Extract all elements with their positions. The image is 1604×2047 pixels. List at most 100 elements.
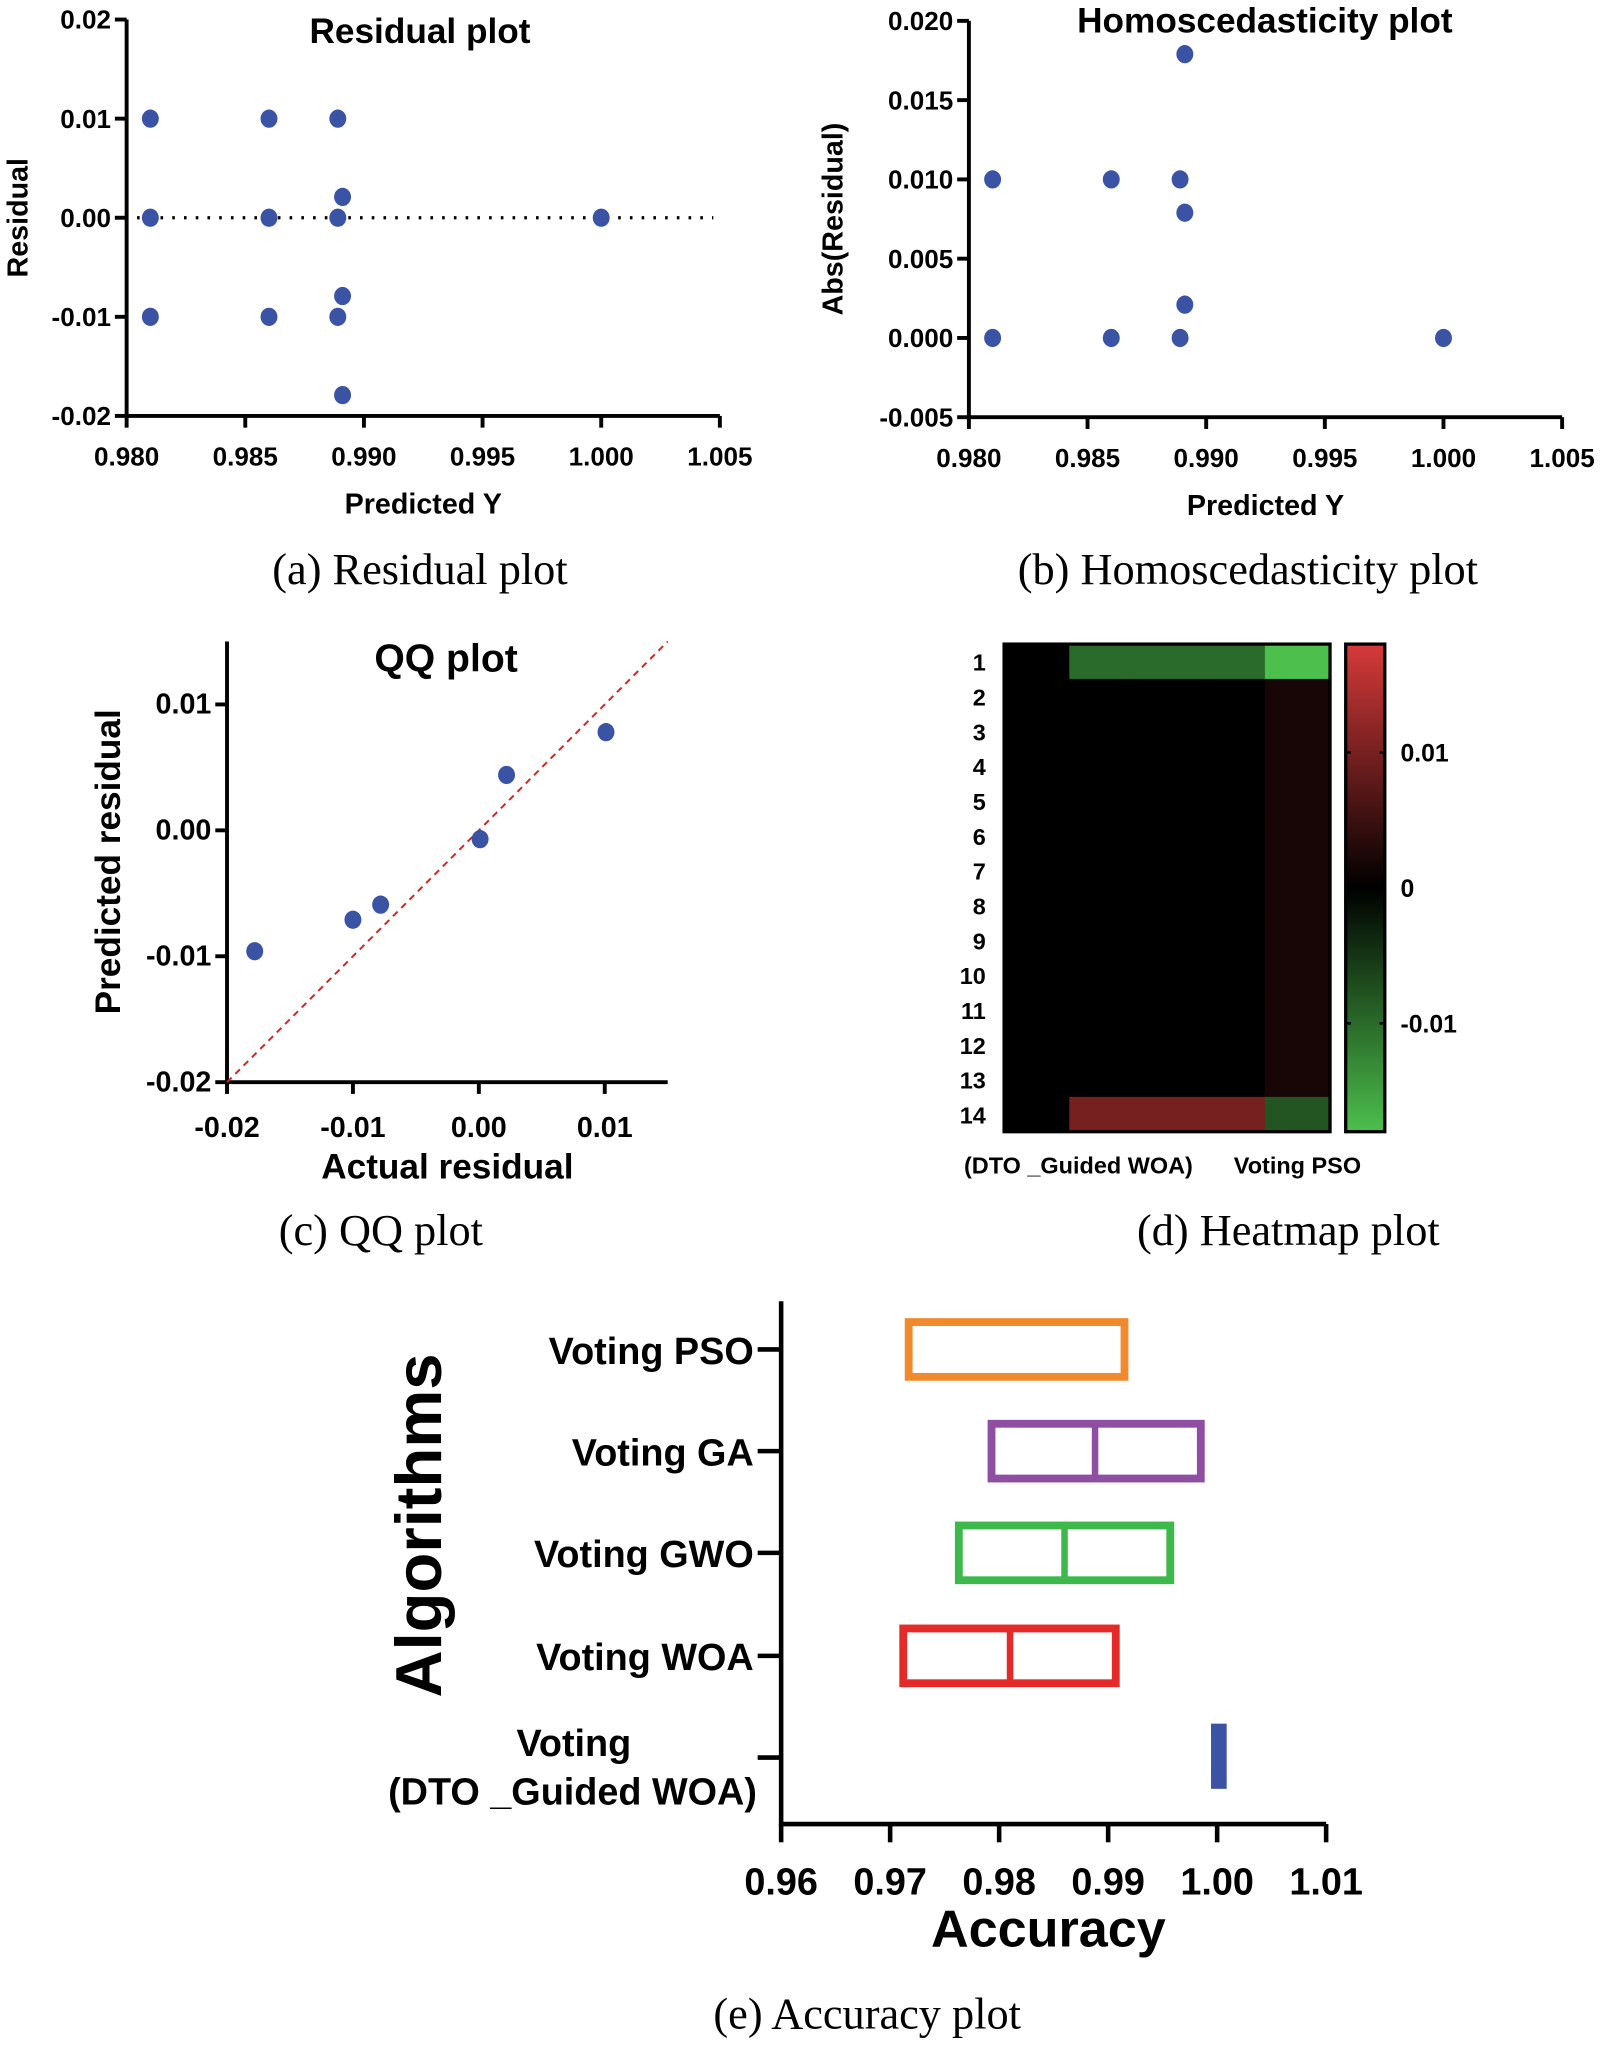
heatmap-cell xyxy=(1134,992,1201,1028)
heatmap-cell xyxy=(1199,678,1266,715)
y-tick-label: 0.015 xyxy=(888,85,953,115)
heatmap-cell xyxy=(1004,992,1070,1028)
data-point xyxy=(1171,170,1189,189)
heatmap-cell xyxy=(1004,818,1070,854)
data-point xyxy=(1176,203,1194,222)
heatmap-cell xyxy=(1004,644,1070,680)
data-point xyxy=(334,187,352,207)
heatmap-cell xyxy=(1134,678,1201,715)
x-tick-label: 0.985 xyxy=(1055,443,1120,473)
category-label: Voting (DTO _Guided WOA) xyxy=(388,1723,757,1813)
x-tick-label: 0.985 xyxy=(213,441,278,471)
heatmap-cell xyxy=(1199,992,1266,1028)
heatmap-cell xyxy=(1069,1096,1136,1133)
y-tick-label: 0.005 xyxy=(888,244,953,274)
heatmap-cell xyxy=(1069,992,1136,1028)
figure-caption: (e) Accuracy plot xyxy=(713,1990,1021,2039)
figure-caption: (d) Heatmap plot xyxy=(1137,1206,1440,1255)
x-tick-label: 0.00 xyxy=(451,1112,507,1144)
heatmap-border xyxy=(1002,642,1332,1134)
heatmap-cell xyxy=(1134,887,1201,924)
figure-caption: (b) Homoscedasticity plot xyxy=(1018,545,1479,594)
category-label: Voting PSO xyxy=(549,1331,754,1373)
heatmap-cell xyxy=(1069,957,1136,994)
x-tick-label: 1.00 xyxy=(1180,1861,1254,1903)
heatmap-cell xyxy=(1264,748,1331,785)
x-tick-label: 0.995 xyxy=(1292,443,1357,473)
x-tick-label: 0.990 xyxy=(1174,443,1239,473)
row-label: 2 xyxy=(973,684,986,710)
data-point xyxy=(471,830,489,849)
x-axis-label: Actual residual xyxy=(321,1148,573,1187)
heatmap-cell xyxy=(1264,1027,1331,1063)
data-point xyxy=(260,109,278,128)
column-label: Voting PSO xyxy=(1234,1152,1361,1178)
row-label: 7 xyxy=(973,859,986,885)
x-tick-label: 1.005 xyxy=(1530,443,1595,473)
data-point xyxy=(1176,295,1194,314)
category-label: Voting GWO xyxy=(534,1534,754,1576)
y-tick-label: -0.02 xyxy=(52,401,111,431)
x-axis-label: Predicted Y xyxy=(1187,490,1344,522)
heatmap-cell xyxy=(1004,957,1070,994)
y-tick-label: 0.00 xyxy=(156,814,212,846)
heatmap-cell xyxy=(1004,713,1070,750)
row-label: 8 xyxy=(973,893,986,919)
heatmap-cell xyxy=(1069,922,1136,959)
data-point xyxy=(334,286,352,306)
x-tick-label: 0.98 xyxy=(962,1861,1036,1903)
row-label: 9 xyxy=(973,928,986,954)
heatmap-cell xyxy=(1069,818,1136,854)
heatmap-cell xyxy=(1069,713,1136,750)
y-tick-label: 0.010 xyxy=(888,165,953,195)
data-point xyxy=(260,208,278,227)
x-tick-label: 0.980 xyxy=(936,443,1001,473)
data-point xyxy=(592,208,610,227)
heatmap-cell xyxy=(1004,678,1070,715)
heatmap-cell xyxy=(1004,853,1070,889)
data-point xyxy=(1102,328,1120,348)
heatmap-cell xyxy=(1199,644,1266,680)
data-point xyxy=(1102,170,1120,189)
box xyxy=(1211,1723,1227,1789)
x-tick-label: 1.000 xyxy=(569,441,634,471)
heatmap-cell xyxy=(1199,957,1266,994)
heatmap-cell xyxy=(1004,783,1070,819)
data-point xyxy=(1435,328,1452,348)
heatmap-cell xyxy=(1004,922,1070,959)
heatmap-cell xyxy=(1199,818,1266,854)
row-label: 5 xyxy=(973,789,986,815)
category-label: Voting GA xyxy=(572,1432,754,1474)
heatmap-cell xyxy=(1069,748,1136,785)
data-point xyxy=(597,723,615,742)
x-tick-label: 1.005 xyxy=(687,441,752,471)
data-point xyxy=(141,109,159,128)
data-point xyxy=(984,170,1002,189)
x-tick-label: 0.99 xyxy=(1071,1861,1145,1903)
row-label: 13 xyxy=(960,1068,986,1094)
heatmap-cell xyxy=(1199,713,1266,750)
heatmap-cell xyxy=(1134,957,1201,994)
y-tick-label: 0.01 xyxy=(156,689,212,721)
row-label: 11 xyxy=(961,998,986,1024)
y-tick-label: -0.01 xyxy=(52,302,111,332)
heatmap-cell xyxy=(1134,922,1201,959)
x-tick-label: 1.01 xyxy=(1289,1861,1363,1903)
heatmap-cell xyxy=(1264,644,1331,680)
heatmap-cell xyxy=(1264,818,1331,854)
category-label: Voting WOA xyxy=(536,1637,754,1679)
heatmap-cell xyxy=(1199,922,1266,959)
heatmap-cell xyxy=(1134,1027,1201,1063)
heatmap-cell xyxy=(1134,1096,1201,1133)
heatmap-cell xyxy=(1004,1062,1070,1098)
heatmap-cell xyxy=(1199,1096,1266,1133)
y-tick-label: 0.01 xyxy=(60,104,111,134)
heatmap-cell xyxy=(1134,853,1201,889)
heatmap-cell xyxy=(1004,887,1070,924)
box xyxy=(904,1318,1129,1381)
data-point xyxy=(141,208,159,227)
data-point xyxy=(260,307,278,326)
heatmap-cell xyxy=(1264,922,1331,959)
row-label: 1 xyxy=(973,650,986,676)
